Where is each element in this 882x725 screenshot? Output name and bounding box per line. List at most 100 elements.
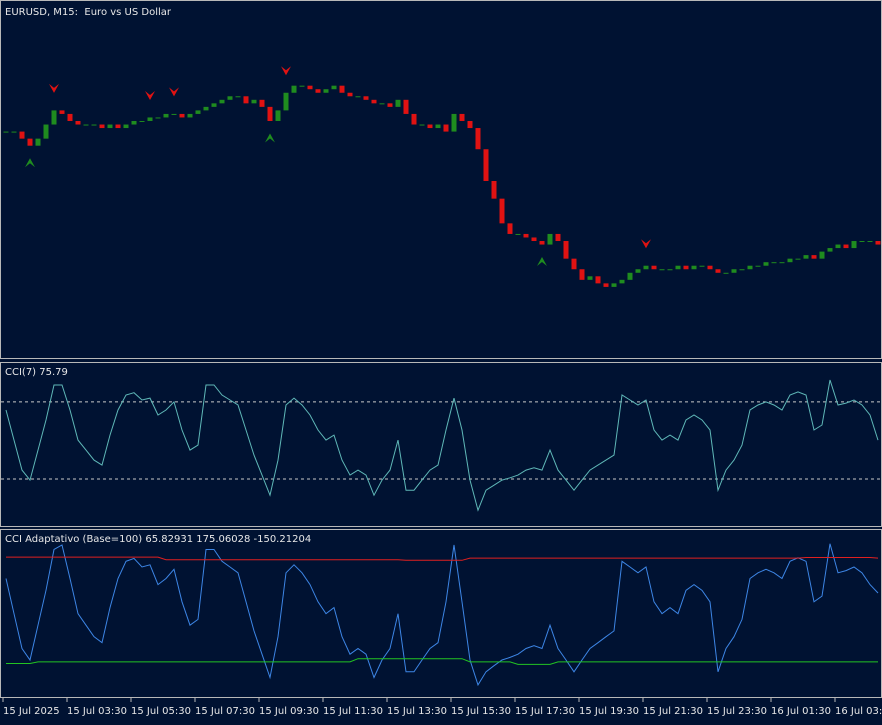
candle — [371, 99, 377, 104]
candle — [699, 265, 705, 267]
candle — [483, 149, 489, 181]
candle — [787, 258, 793, 263]
candle — [291, 85, 297, 93]
time-label: 16 Jul 03:30 — [835, 706, 882, 717]
candle — [275, 110, 281, 121]
candle — [35, 138, 41, 146]
time-label: 15 Jul 21:30 — [643, 706, 703, 717]
candle — [99, 124, 105, 129]
time-label: 15 Jul 07:30 — [195, 706, 255, 717]
candle — [843, 244, 849, 249]
time-label: 15 Jul 2025 — [3, 706, 60, 717]
candle — [715, 269, 721, 273]
candle — [331, 85, 337, 90]
candle — [211, 103, 217, 107]
candle — [491, 181, 497, 199]
candle — [139, 120, 145, 122]
candle — [251, 99, 257, 104]
candle — [563, 241, 569, 259]
candle — [547, 233, 553, 245]
candle — [555, 233, 561, 242]
candle — [395, 99, 401, 107]
candle — [499, 198, 505, 224]
candle — [219, 99, 225, 104]
candle — [243, 96, 249, 104]
time-label: 15 Jul 17:30 — [515, 706, 575, 717]
candle — [187, 113, 193, 118]
candle — [427, 124, 433, 129]
candle — [435, 124, 441, 129]
candle — [731, 269, 737, 273]
candle — [611, 283, 617, 287]
candle — [235, 96, 241, 98]
candle — [459, 113, 465, 121]
candle — [419, 124, 425, 126]
candle — [315, 89, 321, 93]
time-label: 16 Jul 01:30 — [771, 706, 831, 717]
time-label: 15 Jul 03:30 — [67, 706, 127, 717]
candle — [723, 272, 729, 274]
candle — [603, 283, 609, 287]
candle — [659, 269, 665, 271]
candle — [811, 255, 817, 259]
price-pane-title: EURUSD, M15: Euro vs US Dollar — [5, 7, 172, 18]
candle — [779, 262, 785, 264]
candle — [179, 113, 185, 118]
candle — [683, 265, 689, 270]
candle — [43, 124, 49, 139]
candle — [579, 269, 585, 280]
candle — [83, 124, 89, 126]
candle — [707, 265, 713, 270]
candle — [627, 272, 633, 280]
candle — [859, 241, 865, 243]
candle — [379, 103, 385, 105]
candle — [195, 110, 201, 114]
time-label: 15 Jul 13:30 — [387, 706, 447, 717]
buy-signal — [25, 158, 35, 168]
candle — [667, 269, 673, 271]
candle — [75, 120, 81, 125]
candle — [91, 124, 97, 126]
candle — [443, 124, 449, 132]
candle — [803, 255, 809, 259]
candle — [131, 120, 137, 125]
candle — [875, 241, 881, 245]
candle — [403, 99, 409, 114]
candle — [651, 265, 657, 270]
candle — [123, 124, 129, 129]
time-label: 15 Jul 15:30 — [451, 706, 511, 717]
time-label: 15 Jul 23:30 — [707, 706, 767, 717]
candle — [67, 113, 73, 121]
sell-signal — [169, 87, 179, 97]
candle — [571, 258, 577, 270]
candle — [363, 96, 369, 100]
indicator-line — [6, 556, 879, 561]
candle — [411, 113, 417, 125]
candle — [835, 244, 841, 249]
candle — [587, 276, 593, 280]
candle — [451, 113, 457, 132]
candle — [595, 276, 601, 284]
candle — [259, 99, 265, 107]
candle — [339, 85, 345, 93]
sell-signal — [641, 239, 651, 249]
cci-adaptive-pane-title: CCI Adaptativo (Base=100) 65.82931 175.0… — [5, 534, 311, 545]
indicator-line — [5, 543, 879, 687]
candle — [3, 131, 9, 133]
candle — [267, 106, 273, 121]
time-label: 15 Jul 05:30 — [131, 706, 191, 717]
sell-signal — [281, 66, 291, 76]
candle — [19, 131, 25, 139]
candle — [147, 117, 153, 121]
candle — [531, 237, 537, 242]
time-label: 15 Jul 11:30 — [323, 706, 383, 717]
candle — [867, 241, 873, 243]
candle — [691, 265, 697, 270]
candle — [307, 85, 313, 90]
candle — [515, 233, 521, 235]
indicator-line — [5, 379, 879, 512]
indicator-line — [6, 658, 878, 665]
candle — [771, 262, 777, 264]
candle — [171, 113, 177, 115]
